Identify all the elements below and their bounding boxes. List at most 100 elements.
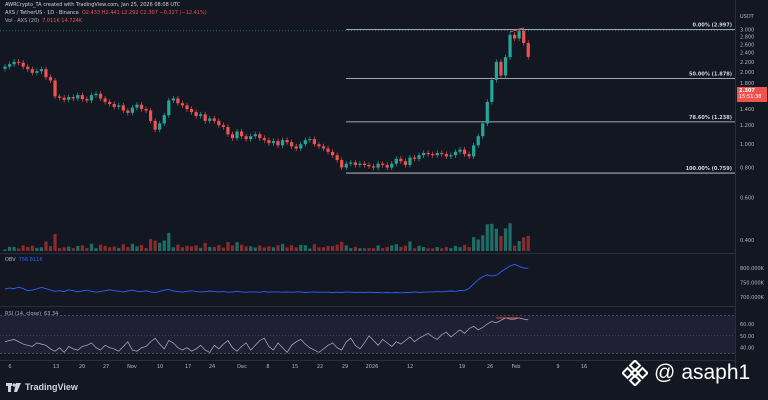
candle-body[interactable] — [108, 101, 112, 104]
candle-body[interactable] — [299, 144, 303, 149]
candle-body[interactable] — [517, 30, 521, 39]
candle-body[interactable] — [508, 34, 512, 58]
candle-body[interactable] — [121, 105, 125, 111]
candle-body[interactable] — [362, 163, 367, 165]
chart-canvas[interactable]: 0.00% (2.997) 50.00% (1.878) 78.60% (1.238… — [0, 0, 768, 372]
candle-body[interactable] — [39, 69, 43, 72]
candle-body[interactable] — [240, 131, 244, 137]
candle-body[interactable] — [353, 162, 357, 165]
candle-body[interactable] — [149, 110, 153, 121]
candle-body[interactable] — [139, 104, 144, 110]
pane-separator-rsi[interactable] — [0, 306, 736, 307]
candle-body[interactable] — [162, 115, 166, 124]
candle-body[interactable] — [94, 93, 98, 96]
candle-body[interactable] — [117, 105, 121, 107]
candle-body[interactable] — [85, 99, 89, 101]
candle-body[interactable] — [185, 105, 189, 110]
candle-body[interactable] — [244, 136, 248, 140]
candle-body[interactable] — [267, 140, 271, 144]
candle-body[interactable] — [53, 80, 57, 97]
candle-body[interactable] — [481, 123, 485, 137]
candle-body[interactable] — [217, 120, 221, 126]
candle-body[interactable] — [490, 79, 494, 102]
candle-body[interactable] — [335, 155, 339, 160]
candle-body[interactable] — [17, 61, 21, 63]
candle-body[interactable] — [431, 154, 435, 156]
candle-body[interactable] — [444, 154, 448, 157]
candle-body[interactable] — [103, 98, 107, 102]
candle-body[interactable] — [412, 157, 417, 159]
candle-body[interactable] — [371, 166, 376, 168]
candle-body[interactable] — [499, 61, 503, 76]
candle-body[interactable] — [262, 138, 266, 141]
candle-body[interactable] — [230, 134, 235, 139]
last-price-badge[interactable]: 2.307 15:51:38 — [737, 87, 767, 102]
candle-body[interactable] — [98, 93, 103, 99]
candle-body[interactable] — [12, 61, 16, 65]
pane-separator-obv[interactable] — [0, 253, 736, 254]
candle-body[interactable] — [449, 155, 453, 157]
candle-body[interactable] — [458, 149, 462, 152]
candle-body[interactable] — [199, 114, 203, 116]
candle-body[interactable] — [67, 97, 71, 100]
candle-body[interactable] — [331, 151, 335, 156]
candle-body[interactable] — [144, 109, 148, 111]
candle-body[interactable] — [385, 164, 389, 168]
candle-body[interactable] — [76, 95, 80, 99]
candle-body[interactable] — [312, 139, 316, 145]
candle-body[interactable] — [126, 110, 130, 113]
candle-body[interactable] — [503, 57, 508, 76]
candle-body[interactable] — [253, 134, 257, 137]
candle-body[interactable] — [44, 69, 48, 78]
candle-body[interactable] — [308, 139, 312, 141]
candle-body[interactable] — [381, 163, 385, 165]
candle-body[interactable] — [249, 136, 253, 140]
candle-body[interactable] — [526, 42, 530, 57]
candle-body[interactable] — [285, 140, 289, 143]
candle-body[interactable] — [326, 148, 330, 152]
candle-body[interactable] — [462, 149, 467, 155]
candle-body[interactable] — [408, 157, 412, 165]
candle-body[interactable] — [258, 134, 262, 139]
candle-body[interactable] — [321, 146, 326, 149]
candle-body[interactable] — [472, 145, 476, 157]
candle-body[interactable] — [453, 151, 458, 156]
tradingview-logo[interactable]: TradingView — [6, 382, 78, 392]
candle-body[interactable] — [485, 101, 489, 124]
candle-body[interactable] — [422, 152, 426, 156]
candle-body[interactable] — [171, 98, 175, 101]
candle-body[interactable] — [226, 126, 230, 135]
candle-body[interactable] — [394, 158, 398, 164]
candle-body[interactable] — [403, 161, 407, 165]
candle-body[interactable] — [280, 140, 285, 146]
candle-body[interactable] — [26, 66, 30, 70]
candle-body[interactable] — [30, 69, 34, 73]
candle-body[interactable] — [494, 61, 498, 80]
candle-body[interactable] — [271, 141, 276, 144]
candle-body[interactable] — [390, 163, 394, 168]
candle-body[interactable] — [194, 112, 198, 116]
candle-body[interactable] — [303, 140, 307, 145]
symbol-title[interactable]: AXS / TetherUS · 1D · Binance — [5, 10, 79, 16]
candle-body[interactable] — [349, 162, 353, 164]
candle-body[interactable] — [426, 152, 430, 155]
candle-body[interactable] — [358, 163, 362, 165]
candle-body[interactable] — [367, 164, 371, 167]
candle-body[interactable] — [212, 118, 216, 121]
candle-body[interactable] — [180, 103, 185, 106]
candle-body[interactable] — [89, 95, 94, 101]
candle-body[interactable] — [208, 118, 212, 121]
candle-body[interactable] — [130, 107, 134, 113]
candle-body[interactable] — [435, 152, 439, 156]
candle-body[interactable] — [290, 142, 294, 147]
candle-body[interactable] — [317, 144, 321, 147]
candle-body[interactable] — [440, 152, 444, 155]
obv-label[interactable]: OBV — [5, 257, 16, 263]
candle-body[interactable] — [3, 66, 7, 69]
candle-body[interactable] — [294, 146, 298, 149]
candle-body[interactable] — [189, 109, 194, 113]
candle-body[interactable] — [158, 123, 162, 130]
candle-body[interactable] — [399, 158, 403, 162]
candle-body[interactable] — [176, 98, 180, 104]
candle-body[interactable] — [376, 163, 380, 168]
